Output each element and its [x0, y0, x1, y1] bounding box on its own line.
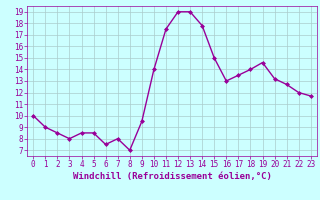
- X-axis label: Windchill (Refroidissement éolien,°C): Windchill (Refroidissement éolien,°C): [73, 172, 271, 181]
